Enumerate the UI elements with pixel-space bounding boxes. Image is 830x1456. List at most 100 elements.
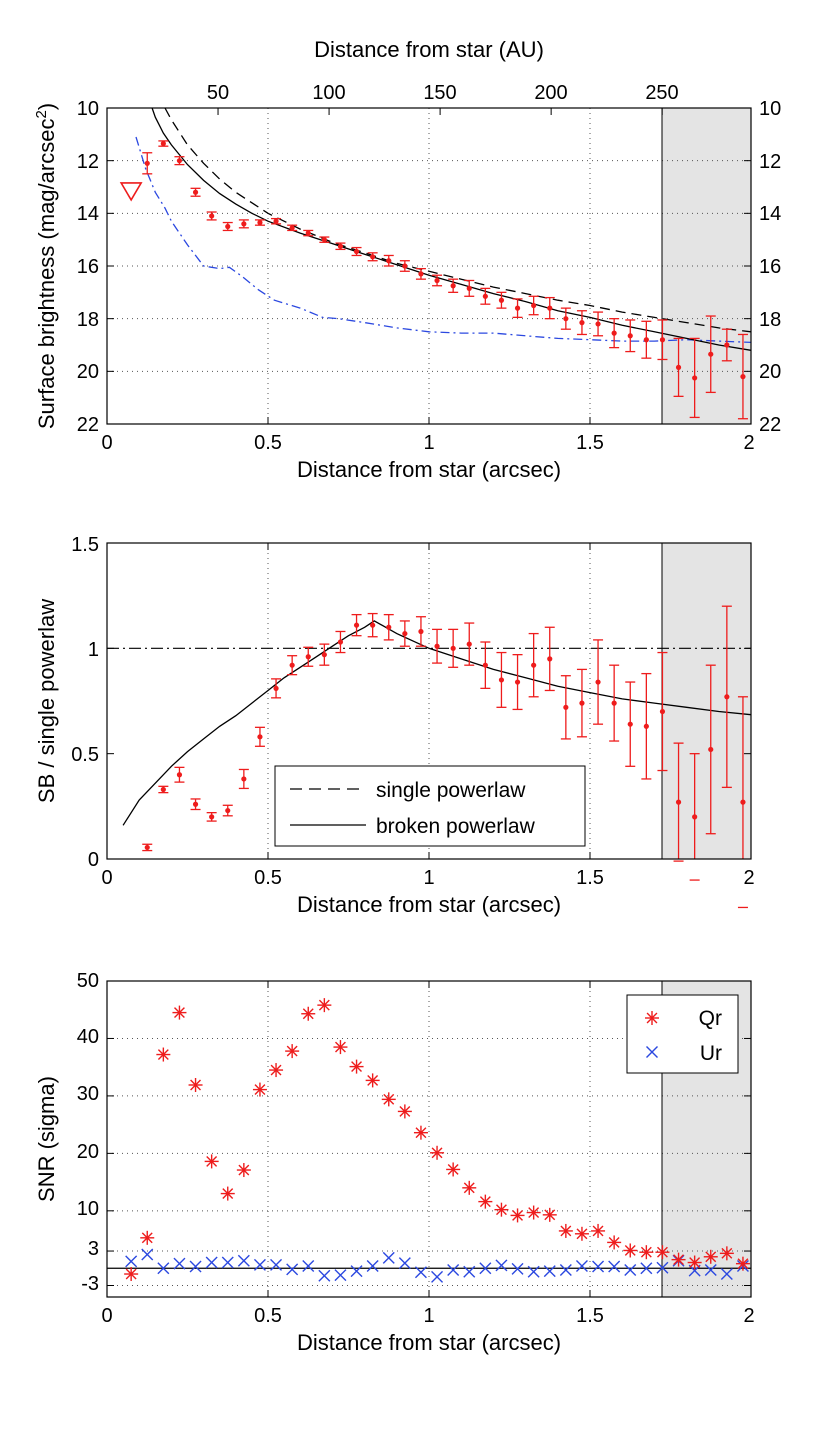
y-tick-label: 10 — [77, 98, 99, 120]
qr-marker — [252, 1082, 267, 1097]
y-axis-label-main: Surface brightness (mag/arcsec — [34, 119, 59, 430]
top-x-tick-label: 100 — [312, 82, 345, 104]
y-tick-labels: -3 3 10 20 30 40 50 — [77, 970, 99, 1295]
qr-marker — [574, 1226, 589, 1241]
qr-marker — [188, 1077, 203, 1092]
legend-box — [274, 765, 586, 847]
ur-marker — [431, 1270, 444, 1283]
data-point — [595, 321, 601, 327]
ur-marker — [463, 1265, 476, 1278]
y-axis-label: Surface brightness (mag/arcsec2) — [33, 103, 60, 429]
data-point — [289, 225, 295, 231]
qr-marker — [156, 1047, 171, 1062]
data-point — [386, 258, 392, 264]
data-point — [176, 772, 183, 778]
y-tick-label: 10 — [77, 1198, 99, 1220]
data-point — [321, 652, 327, 658]
y-tick-label: 22 — [77, 414, 99, 436]
y-axis-label-tail: ) — [34, 103, 59, 110]
qr-marker — [269, 1063, 284, 1078]
data-point — [531, 302, 537, 309]
qr-marker — [703, 1249, 718, 1264]
data-point — [595, 679, 601, 685]
qr-marker — [462, 1180, 477, 1195]
ur-marker — [720, 1268, 733, 1281]
y-tick-label: 30 — [77, 1083, 99, 1105]
data-point — [370, 254, 376, 260]
data-point — [225, 223, 231, 230]
data-point — [434, 643, 440, 649]
legend: Qr Ur — [626, 994, 739, 1074]
data-point — [257, 734, 263, 740]
data-point — [386, 624, 392, 630]
data-point — [160, 140, 166, 147]
y-tick-label: 1.5 — [71, 534, 99, 556]
y-tick-label: 16 — [77, 256, 99, 278]
data-point — [225, 807, 231, 814]
qr-marker — [655, 1245, 670, 1260]
qr-markers — [124, 998, 750, 1282]
right-y-tick-label: 20 — [759, 361, 781, 383]
ur-marker — [640, 1262, 653, 1275]
ur-marker — [624, 1264, 637, 1276]
ur-marker — [237, 1254, 250, 1267]
data-points — [142, 140, 748, 420]
data-point — [514, 679, 521, 685]
data-point — [547, 305, 553, 311]
shaded-region — [662, 108, 751, 424]
broken-powerlaw-curve — [122, 620, 752, 826]
x2-tick-labels: 50 100 150 200 250 — [207, 82, 679, 104]
qr-marker — [397, 1104, 412, 1119]
y-tick-label: 20 — [77, 1141, 99, 1163]
qr-marker — [124, 1267, 139, 1282]
single-powerlaw-curve — [164, 107, 752, 333]
ur-marker — [495, 1259, 508, 1272]
data-point — [402, 630, 408, 637]
qr-marker — [446, 1162, 461, 1177]
legend-label-single-powerlaw: single powerlaw — [376, 779, 526, 802]
data-point — [579, 320, 585, 326]
data-point — [192, 801, 199, 807]
data-point — [466, 285, 472, 291]
y-tick-label: 12 — [77, 151, 99, 173]
data-point — [547, 656, 553, 662]
ur-marker — [575, 1259, 588, 1272]
data-point — [724, 342, 730, 348]
data-point — [209, 213, 215, 219]
qr-marker — [526, 1205, 541, 1220]
x-tick-label: 2 — [743, 867, 754, 889]
top-x-tick-label: 250 — [645, 82, 678, 104]
y-tick-label: 18 — [77, 309, 99, 331]
data-point — [418, 628, 424, 635]
data-point — [305, 230, 311, 236]
ur-marker — [366, 1259, 379, 1272]
y-axis-label: SB / single powerlaw — [34, 599, 59, 803]
data-point — [241, 221, 247, 227]
qr-marker — [623, 1243, 638, 1258]
qr-marker — [285, 1044, 300, 1059]
qr-marker — [478, 1194, 493, 1209]
qr-marker — [671, 1252, 686, 1267]
data-point — [192, 189, 199, 195]
qr-marker — [140, 1230, 155, 1245]
y-tick-label: 0 — [88, 849, 99, 871]
x-tick-label: 1 — [423, 1305, 434, 1327]
data-point — [273, 218, 279, 224]
data-point — [708, 351, 714, 357]
x-tick-label: 2 — [743, 1305, 754, 1327]
ticks — [107, 543, 751, 859]
data-point — [144, 844, 150, 851]
ur-marker — [221, 1256, 234, 1269]
legend-box — [626, 994, 739, 1074]
data-points — [142, 605, 748, 909]
y-tick-labels: 0 0.5 1 1.5 — [71, 534, 99, 871]
data-point — [257, 219, 263, 226]
data-point — [273, 685, 279, 691]
ur-marker — [302, 1259, 315, 1272]
right-y-tick-label: 12 — [759, 151, 781, 173]
y-tick-label: 1 — [88, 639, 99, 661]
x-axis-label: Distance from star (arcsec) — [297, 892, 561, 917]
right-y-tick-label: 14 — [759, 203, 781, 225]
ur-marker — [157, 1262, 170, 1275]
ur-marker — [334, 1269, 347, 1282]
